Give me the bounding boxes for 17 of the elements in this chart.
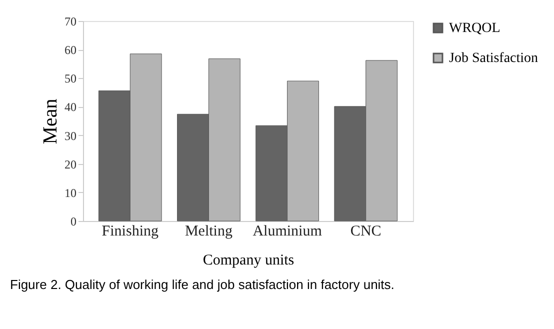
x-tick-label: Finishing xyxy=(102,224,159,240)
x-tick-label: CNC xyxy=(350,224,382,240)
x-tick-label: Aluminium xyxy=(252,224,322,240)
caption: Figure 2. Quality of working life and job satisfaction in factory units. xyxy=(10,277,394,292)
legend-label: WRQOL xyxy=(449,21,500,36)
y-tick-label: 0 xyxy=(70,214,76,228)
y-tick-label: 70 xyxy=(64,14,76,28)
legend-label: Job Satisfaction xyxy=(449,51,538,66)
x-tick-label: Melting xyxy=(184,224,233,240)
x-axis-title: Company units xyxy=(202,252,294,268)
y-tick-label: 40 xyxy=(64,100,76,114)
y-tick-label: 10 xyxy=(64,186,76,200)
y-tick-label: 30 xyxy=(64,128,76,143)
y-tick-label: 50 xyxy=(64,72,76,86)
y-axis-title: Mean xyxy=(40,98,62,144)
y-tick-label: 20 xyxy=(64,157,76,172)
y-tick-label: 60 xyxy=(64,43,76,58)
